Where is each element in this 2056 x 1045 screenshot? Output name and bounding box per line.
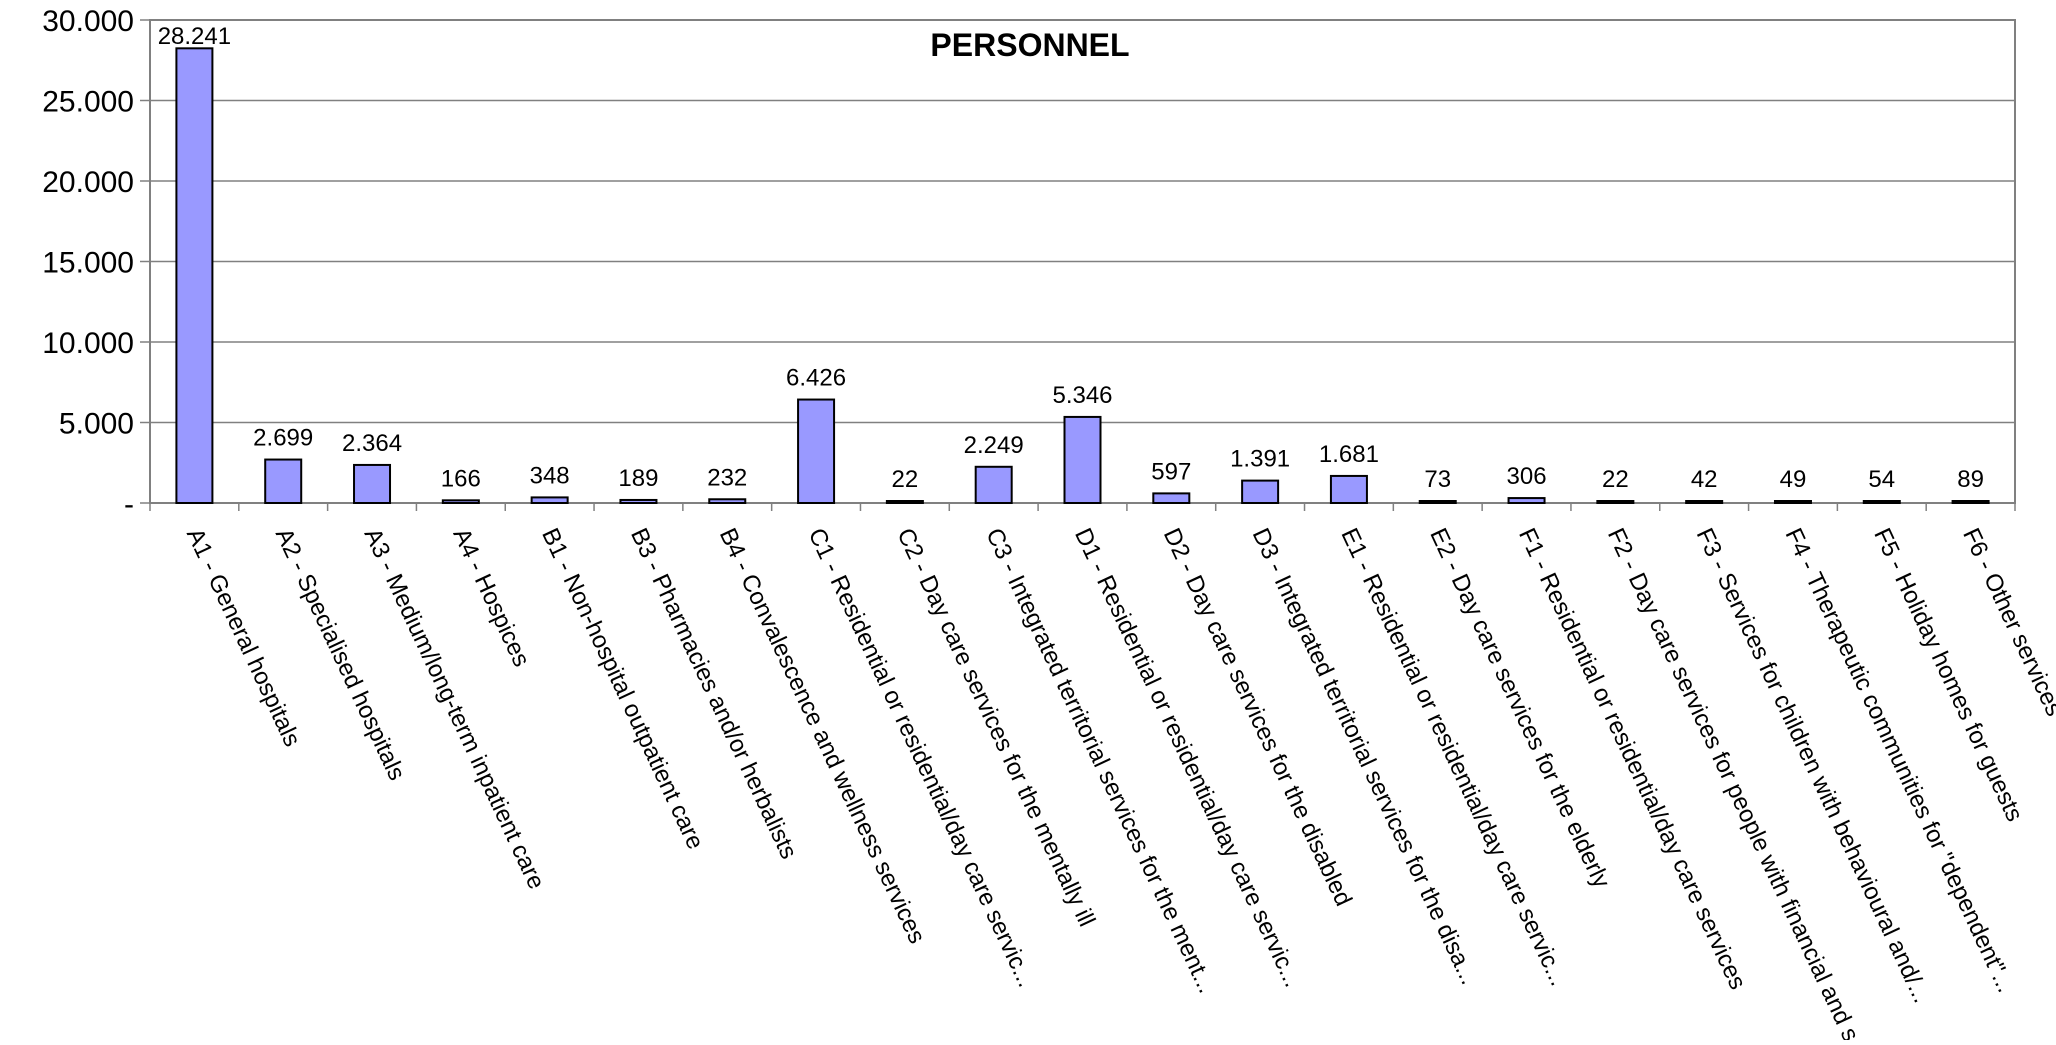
- data-label: 42: [1691, 466, 1718, 493]
- data-label: 2.699: [253, 425, 313, 452]
- bars: [175, 47, 1990, 505]
- data-label: 54: [1868, 466, 1895, 493]
- bar: [530, 496, 569, 504]
- x-axis-ticks: [149, 503, 2016, 511]
- data-label: 89: [1957, 466, 1984, 493]
- bar: [1063, 415, 1102, 505]
- y-axis-ticks: - 5.000 10.000 15.000 20.000 25.000 30.000: [42, 5, 150, 521]
- y-tick-label: 5.000: [59, 408, 134, 441]
- x-category-label: A3 - Medium/long-term inpatient care: [359, 524, 550, 893]
- data-label: 1.391: [1230, 446, 1290, 473]
- data-label: 232: [707, 464, 747, 491]
- y-tick-label: -: [124, 488, 134, 521]
- data-label: 73: [1424, 466, 1451, 493]
- data-label: 189: [618, 465, 658, 492]
- data-label: 2.249: [964, 432, 1024, 459]
- bar: [885, 500, 924, 504]
- data-label: 22: [1602, 466, 1629, 493]
- bar: [1507, 497, 1546, 504]
- x-category-label: B3 - Pharmacies and/or herbalists: [625, 524, 802, 863]
- y-tick-label: 10.000: [42, 327, 134, 360]
- data-label: 49: [1780, 466, 1807, 493]
- bar: [1241, 479, 1280, 504]
- bar: [175, 47, 214, 505]
- chart-title: PERSONNEL: [930, 27, 1129, 63]
- bar: [1329, 474, 1368, 505]
- x-category-label: E2 - Day care services for the elderly: [1424, 524, 1615, 892]
- data-labels: 28.241 2.699 2.364 166 348 189 232 6.426 22 2.249…: [158, 23, 1984, 493]
- x-category-label: A4 - Hospices: [447, 524, 535, 671]
- y-tick-label: 20.000: [42, 166, 134, 199]
- data-label: 6.426: [786, 365, 846, 392]
- x-category-label: F5 - Holiday homes for guests: [1868, 524, 2028, 826]
- bar: [264, 458, 303, 505]
- bar: [974, 465, 1013, 505]
- bar: [1951, 500, 1990, 504]
- data-label: 1.681: [1319, 441, 1379, 468]
- grid-lines: [150, 99, 2015, 424]
- y-tick-label: 30.000: [42, 5, 134, 38]
- bar: [1685, 500, 1724, 504]
- data-label: 5.346: [1052, 382, 1112, 409]
- bar: [1773, 500, 1812, 504]
- data-label: 28.241: [158, 23, 231, 50]
- data-label: 166: [441, 465, 481, 492]
- bar: [619, 498, 658, 504]
- x-category-label: F6 - Other services: [1957, 524, 2056, 720]
- x-category-label: D2 - Day care services for the disabled: [1158, 524, 1357, 910]
- bar: [708, 498, 747, 505]
- bar: [1596, 500, 1635, 504]
- data-label: 348: [530, 462, 570, 489]
- bar: [353, 463, 392, 505]
- data-label: 306: [1507, 463, 1547, 490]
- data-label: 597: [1151, 458, 1191, 485]
- bar: [1418, 500, 1457, 504]
- data-label: 2.364: [342, 430, 402, 457]
- bar: [1862, 500, 1901, 504]
- y-tick-label: 25.000: [42, 86, 134, 119]
- y-tick-label: 15.000: [42, 247, 134, 280]
- bar: [1152, 492, 1191, 505]
- x-category-label: B1 - Non-hospital outpatient care: [536, 524, 709, 853]
- bar: [441, 499, 480, 504]
- data-label: 22: [892, 466, 919, 493]
- bar: [797, 398, 836, 505]
